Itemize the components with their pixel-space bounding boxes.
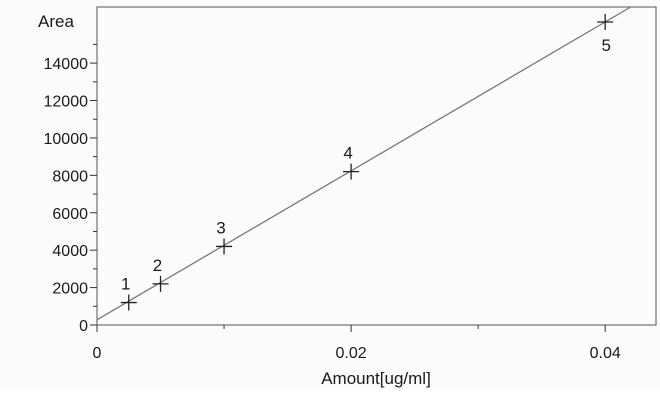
y-tick-label: 14000 [44, 56, 89, 73]
point-label: 4 [343, 144, 352, 163]
data-point [152, 275, 169, 292]
x-tick-label: 0.04 [590, 345, 621, 362]
data-point [343, 163, 360, 180]
y-axis-label: Area [38, 12, 74, 31]
fit-line-group [96, 6, 632, 321]
data-points: 1 2 3 4 5 [120, 13, 614, 311]
y-tick-label: 2000 [52, 281, 88, 298]
point-label: 5 [601, 36, 610, 55]
data-point [120, 294, 137, 311]
x-tick-label: 0 [93, 345, 102, 362]
y-tick-label: 0 [79, 318, 88, 335]
point-label: 2 [153, 256, 162, 275]
x-axis-label: Amount[ug/ml] [321, 369, 431, 388]
y-tick-label: 8000 [52, 168, 88, 185]
y-tick-label: 6000 [52, 206, 88, 223]
y-tick-label: 4000 [52, 243, 88, 260]
x-tick-label: 0.02 [336, 345, 367, 362]
x-axis: 0 0.02 0.04 [93, 325, 621, 362]
fit-line [96, 6, 632, 321]
point-label: 3 [216, 218, 225, 237]
data-point [597, 13, 614, 30]
y-tick-label: 12000 [44, 94, 89, 111]
data-point [216, 238, 233, 255]
y-tick-label: 10000 [44, 131, 89, 148]
point-label: 1 [121, 275, 130, 294]
y-axis: 0 2000 4000 6000 8000 10000 12000 14000 [44, 43, 97, 335]
plot-area-frame [96, 6, 657, 326]
